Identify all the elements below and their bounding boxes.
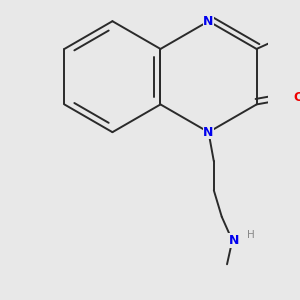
Text: N: N <box>228 234 239 247</box>
Text: N: N <box>203 126 214 139</box>
Text: O: O <box>293 91 300 104</box>
Text: N: N <box>203 15 214 28</box>
Text: H: H <box>247 230 255 240</box>
